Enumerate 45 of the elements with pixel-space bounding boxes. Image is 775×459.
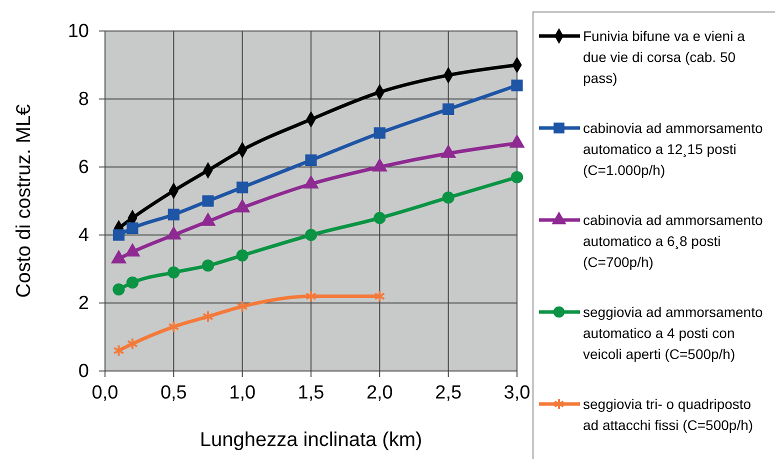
x-tick-label: 2,0 [366, 382, 393, 404]
point [112, 229, 125, 241]
point [511, 80, 523, 92]
point [202, 260, 214, 272]
point [168, 208, 180, 220]
y-tick-label: 4 [78, 225, 90, 246]
y-tick-label: 6 [78, 157, 89, 178]
point [126, 222, 138, 234]
x-tick-label: 3,0 [504, 382, 530, 404]
point [442, 103, 454, 115]
x-tick-label: 0,0 [92, 382, 118, 404]
point [112, 283, 125, 296]
point [236, 249, 248, 262]
legend-label: cabinovia ad ammorsamento automatico a 6¸8 posti (C=700p/h) [583, 212, 763, 270]
point [168, 320, 180, 334]
legend-label: Funivia bifune va e vieni a due vie di corsa (cab. 50 pass) [583, 28, 746, 86]
point [126, 338, 138, 350]
point [202, 310, 214, 323]
y-tick-label: 0 [78, 361, 89, 382]
point [442, 192, 454, 204]
legend-label: seggiovia ad ammorsamento automatico a 4 posti con veicoli aperti (C=500p/h) [583, 304, 763, 362]
point [510, 171, 524, 184]
legend-label: cabinovia ad ammorsamento automatico a 12¸15 posti (C=1.000p/h) [583, 120, 763, 178]
x-tick-label: 2,5 [435, 382, 462, 404]
point [236, 300, 248, 313]
y-tick-label: 10 [68, 21, 89, 42]
x-tick-label: 1,0 [229, 382, 256, 404]
x-tick-label: 1,5 [298, 382, 324, 404]
x-tick-label: 0,5 [160, 382, 187, 404]
point [126, 276, 139, 289]
point [305, 290, 317, 302]
point [374, 127, 386, 139]
point [168, 266, 180, 278]
y-axis-title: Costo di costruz. ML€ [13, 104, 35, 298]
point [374, 212, 386, 224]
y-tick-label: 8 [78, 89, 89, 110]
point [113, 344, 124, 357]
legend-label: seggiovia tri- o quadriposto ad attacchi fissi (C=500p/h) [583, 396, 754, 433]
point [202, 195, 214, 207]
x-axis-title: Lunghezza inclinata (km) [200, 429, 422, 451]
point [374, 290, 386, 302]
y-tick-label: 2 [78, 293, 89, 314]
point [236, 182, 248, 194]
point [304, 228, 318, 242]
point [305, 154, 317, 166]
